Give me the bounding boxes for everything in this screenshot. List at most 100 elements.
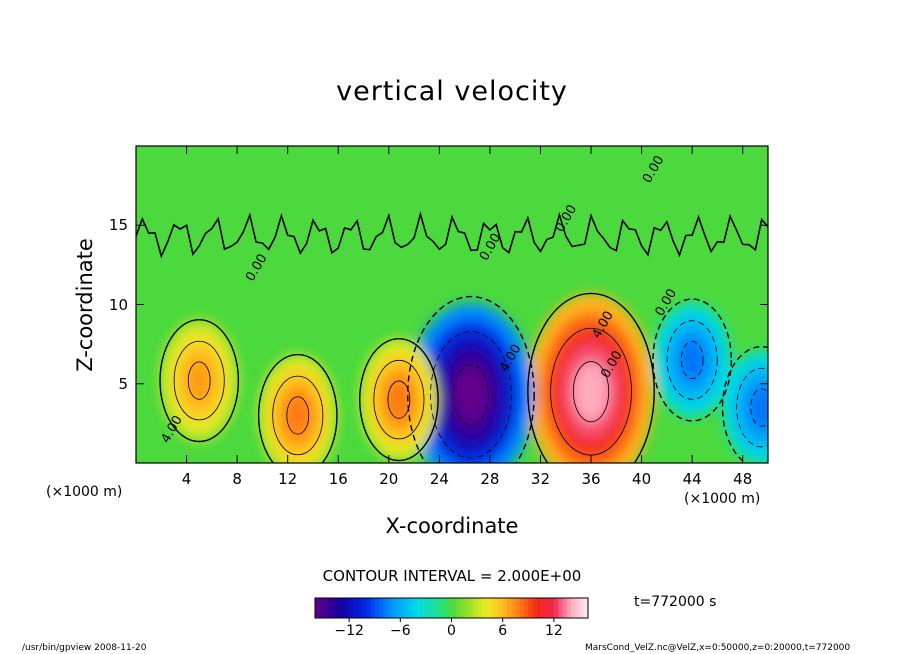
colorbar-cell	[502, 598, 508, 618]
contour-line-0-0	[527, 292, 655, 463]
field-blob-3-4	[286, 396, 309, 435]
contour-line-0-2	[572, 361, 610, 423]
field-blob-5-4	[681, 342, 703, 378]
x-tick-label: 8	[232, 470, 242, 488]
colorbar-cell	[327, 598, 333, 618]
colorbar-cell	[361, 598, 367, 618]
colorbar-cell	[421, 598, 427, 618]
x-unit-label-right: (×1000 m)	[684, 491, 761, 507]
colorbar-cell	[336, 598, 342, 618]
colorbar-tick-label: 12	[544, 623, 563, 639]
colorbar-cell	[494, 598, 499, 618]
colorbar-cell	[489, 598, 495, 618]
colorbar-cell	[447, 598, 452, 618]
contour-line-2-2	[187, 361, 211, 400]
x-axis-label: X-coordinate	[385, 514, 519, 538]
contour-line-3-2	[286, 396, 310, 435]
colorbar-cell	[353, 598, 359, 618]
colorbar-cell	[506, 598, 512, 618]
colorbar-cell	[485, 598, 491, 618]
colorbar-cell	[532, 598, 538, 618]
colorbar-cell	[570, 598, 576, 618]
footer-source: MarsCond_VelZ.nc@VelZ,x=0:50000,z=0:2000…	[585, 643, 851, 653]
colorbar-cell	[477, 598, 482, 618]
colorbar-cell	[357, 598, 363, 618]
colorbar-cell	[378, 598, 384, 618]
contour-line-6-1	[736, 367, 768, 448]
colorbar-cell	[323, 598, 329, 618]
colorbar-cell	[349, 598, 354, 618]
heatmap-field	[136, 146, 768, 463]
contour-line-4-2	[387, 380, 411, 419]
contour-interval-text: CONTOUR INTERVAL = 2.000E+00	[322, 567, 582, 585]
colorbar-cell	[464, 598, 470, 618]
time-label: t=772000 s	[634, 594, 717, 610]
field-blob-0-4	[573, 361, 609, 422]
footer-command: /usr/bin/gpview 2008-11-20	[22, 643, 147, 653]
colorbar-tick-label: 0	[447, 623, 456, 639]
colorbar-cell	[553, 598, 559, 618]
contour-line-4-1	[373, 359, 425, 440]
x-tick-label: 24	[429, 470, 449, 488]
y-tick-label: 5	[118, 374, 128, 393]
colorbar-cell	[413, 598, 418, 618]
colorbar-cell	[442, 598, 448, 618]
colorbar-cell	[562, 598, 568, 618]
colorbar-cell	[468, 598, 474, 618]
colorbar-cell	[528, 598, 534, 618]
colorbar-cell	[370, 598, 376, 618]
x-tick-label: 20	[379, 470, 399, 488]
field-blob-2-4	[188, 361, 211, 400]
y-axis-label: Z-coordinate	[73, 238, 97, 372]
colorbar-cell	[430, 598, 435, 618]
colorbar-cell	[519, 598, 525, 618]
contour-line-2-0	[159, 318, 240, 443]
y-tick-label: 10	[108, 295, 128, 314]
x-tick-label: 4	[181, 470, 192, 488]
colorbar-cell	[545, 598, 551, 618]
colorbar-cell	[400, 598, 406, 618]
colorbar-cell	[511, 598, 516, 618]
colorbar-cell	[366, 598, 371, 618]
colorbar-cell	[417, 598, 423, 618]
colorbar-cell	[340, 598, 346, 618]
colorbar-cell	[315, 598, 320, 618]
colorbar-cell	[558, 598, 563, 618]
colorbar-tick-label: −6	[389, 623, 411, 639]
contour-line-1-2	[452, 364, 490, 426]
colorbar-cell	[498, 598, 504, 618]
colorbar-cell	[566, 598, 572, 618]
x-tick-label: 16	[328, 470, 348, 488]
contour-line-5-2	[680, 340, 704, 380]
x-tick-label: 40	[632, 470, 652, 488]
colorbar-cell	[579, 598, 585, 618]
colorbar-cell	[387, 598, 393, 618]
contour-line-zero-upper	[136, 211, 768, 259]
colorbar-cell	[472, 598, 478, 618]
colorbar-cell	[391, 598, 397, 618]
x-tick-label: 48	[733, 470, 753, 488]
colorbar-cell	[332, 598, 337, 618]
contour-line-3-0	[257, 353, 338, 463]
x-tick-label: 36	[581, 470, 601, 488]
contour-line-1-1	[430, 331, 512, 459]
contour-line-6-2	[750, 388, 768, 427]
x-unit-label-left: (×1000 m)	[46, 484, 123, 500]
colorbar-cell	[383, 598, 389, 618]
colorbar-cell	[515, 598, 521, 618]
colorbar-cell	[344, 598, 350, 618]
contour-line-5-1	[666, 320, 718, 400]
colorbar-cell	[575, 598, 580, 618]
colorbar-cell	[404, 598, 410, 618]
colorbar-cell	[541, 598, 546, 618]
colorbar-cell	[451, 598, 457, 618]
colorbar-cell	[455, 598, 461, 618]
colorbar-cell	[524, 598, 529, 618]
colorbar-tick-label: −12	[334, 623, 364, 639]
x-tick-label: 32	[530, 470, 551, 488]
colorbar-cell	[425, 598, 431, 618]
colorbar-cell	[374, 598, 380, 618]
contour-line-1-0	[407, 295, 535, 463]
contour-line-2-1	[173, 340, 225, 421]
